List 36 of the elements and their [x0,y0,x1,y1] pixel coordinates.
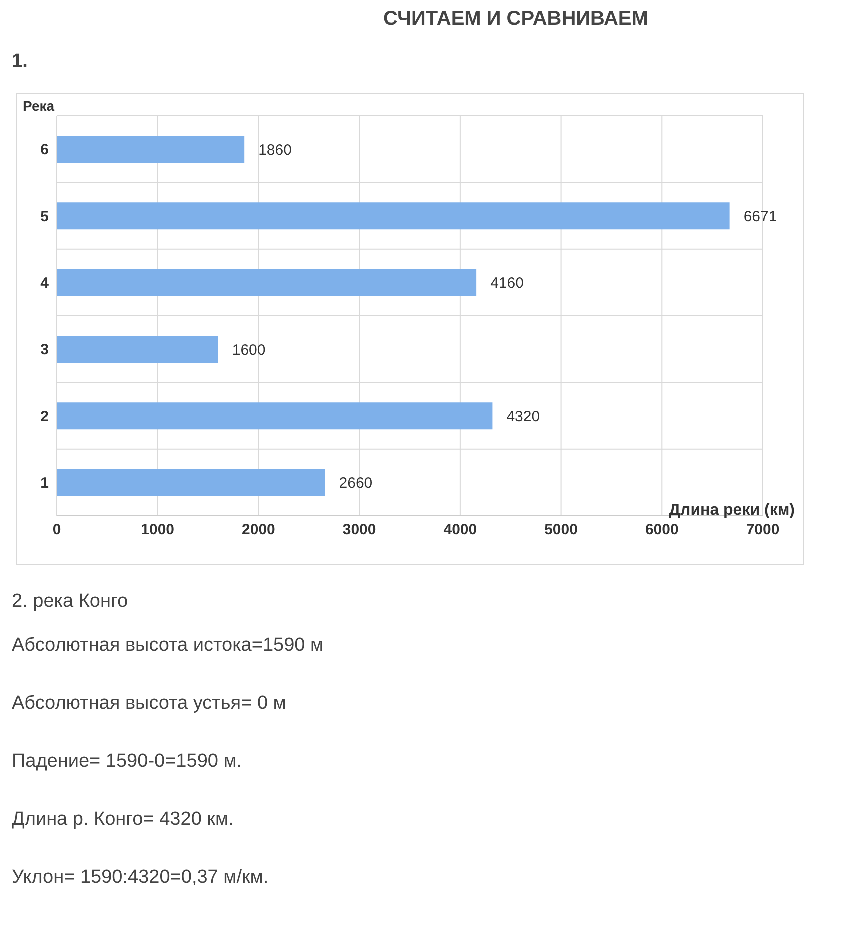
data-label: 1600 [232,342,266,359]
chart-title: СЧИТАЕМ И СРАВНИВАЕМ [382,8,650,31]
x-tick-label: 3000 [342,522,376,539]
bar [57,136,245,163]
text: Абсолютная высота истока=1590 м [12,635,325,658]
x-axis-title: Длина реки (км) [669,502,795,520]
data-label: 1860 [258,142,292,159]
x-tick-label: 2000 [242,522,276,539]
text: Абсолютная высота устья= 0 м [12,693,288,716]
text: Уклон= 1590:4320=0,37 м/км. [12,867,270,890]
chart-subtitle: 1. [12,51,29,73]
text: Падение= 1590-0=1590 м. [12,751,244,774]
y-tick-label: 6 [40,142,49,159]
text: Длина р. Конго= 4320 км. [12,809,235,832]
bar [57,202,730,230]
x-tick-label: 1000 [141,522,175,539]
text: 2. река Конго [12,591,130,614]
bar [57,269,477,296]
data-label: 6671 [744,208,778,226]
x-tick-label: 0 [52,522,62,539]
y-axis-title: Река [23,98,55,114]
data-label: 4320 [506,408,540,426]
y-tick-label: 5 [40,208,49,226]
bar [57,469,326,496]
data-label: 4160 [490,275,524,292]
y-tick-label: 1 [40,474,49,492]
x-tick-label: 6000 [645,522,679,539]
y-tick-label: 2 [40,408,49,426]
y-tick-label: 3 [40,342,49,359]
y-tick-label: 4 [40,274,50,292]
x-tick-label: 4000 [444,522,478,539]
x-tick-label: 5000 [544,522,578,539]
data-label: 2660 [339,475,373,492]
bar [57,336,218,363]
bar [57,402,493,430]
x-tick-label: 7000 [746,522,780,539]
